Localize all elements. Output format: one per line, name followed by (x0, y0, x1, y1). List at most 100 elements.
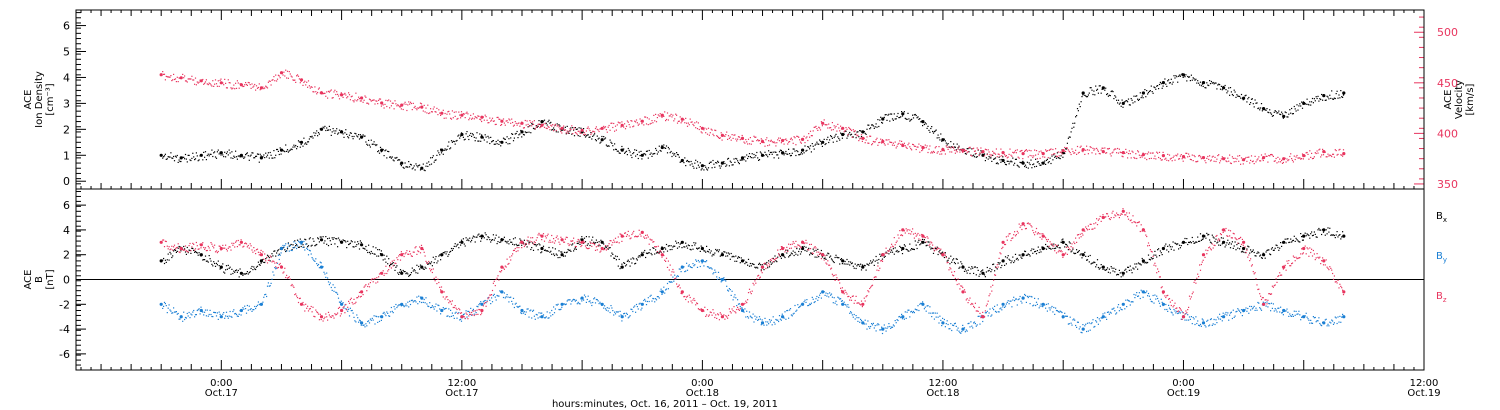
by-series-trace-dot (964, 331, 966, 333)
velocity-series-trace-dot (550, 124, 552, 126)
velocity-series-trace-dot (774, 142, 776, 144)
bx-series-trace-dot (690, 249, 692, 251)
bx-series-trace-dot (744, 263, 746, 265)
velocity-series-point (440, 111, 444, 115)
ion-density-series-trace-dot (530, 132, 532, 134)
bx-series-trace-dot (382, 259, 384, 261)
by-series-trace-dot (686, 262, 688, 264)
bx-series-trace-dot (491, 239, 493, 241)
bx-series-trace-dot (1086, 259, 1089, 261)
bx-series-trace-dot (207, 261, 209, 263)
ion-density-series-trace-dot (573, 135, 576, 137)
bx-series-trace-dot (517, 244, 519, 246)
bx-series-trace-dot (538, 243, 540, 245)
velocity-series-trace-dot (978, 155, 980, 157)
by-series-trace-dot (246, 304, 248, 307)
ion-density-series-trace-dot (422, 163, 424, 165)
bx-series-trace-dot (1290, 238, 1292, 240)
ion-density-series-trace-dot (1184, 76, 1186, 78)
ion-density-series-trace-dot (866, 128, 868, 130)
bx-series-trace-dot (480, 240, 482, 242)
ion-density-series-trace-dot (1335, 93, 1337, 95)
velocity-series-trace-dot (1229, 154, 1231, 156)
by-series-trace-dot (374, 323, 376, 325)
bx-series-trace-dot (1264, 257, 1266, 259)
ion-density-series-trace-dot (1271, 115, 1273, 117)
bx-series-trace-dot (870, 260, 872, 262)
bx-series-trace-dot (710, 250, 712, 252)
bx-series-trace-dot (685, 242, 687, 244)
bx-series-trace-dot (1014, 253, 1017, 255)
velocity-series-trace-dot (523, 127, 525, 129)
by-series-trace-dot (422, 301, 424, 303)
bx-series-trace-dot (1229, 242, 1231, 244)
velocity-series-trace-dot (599, 128, 601, 130)
by-series-trace-dot (809, 303, 811, 305)
velocity-series-trace-dot (648, 118, 650, 120)
bx-series-trace-dot (1340, 238, 1342, 240)
bottom-axis-title: ACE B [nT] (23, 269, 56, 289)
ion-density-series-trace-dot (1281, 111, 1283, 113)
bx-series-trace-dot (419, 268, 421, 270)
by-series-trace-dot (174, 311, 177, 313)
bx-series-point (620, 265, 624, 269)
by-series-trace-dot (901, 318, 904, 320)
by-series-trace-dot (367, 320, 369, 323)
ion-density-series-trace-dot (626, 154, 628, 156)
by-series-trace-dot (716, 276, 718, 278)
velocity-series-trace-dot (366, 102, 368, 104)
by-series-trace-dot (308, 249, 310, 251)
velocity-series-trace-dot (1226, 161, 1228, 163)
ion-density-series-trace-dot (818, 143, 820, 145)
by-series-trace-dot (917, 305, 919, 307)
ion-density-series-trace-dot (187, 154, 189, 156)
by-series-trace-dot (967, 323, 969, 325)
velocity-series-trace-dot (1071, 148, 1073, 150)
bx-series-trace-dot (881, 258, 884, 260)
by-series-trace-dot (653, 298, 655, 300)
by-series-trace-dot (933, 318, 935, 320)
ion-density-series-trace-dot (298, 141, 300, 143)
ion-density-series-trace-dot (1004, 163, 1007, 165)
ion-density-series-trace-dot (917, 116, 919, 118)
bx-series-trace-dot (847, 263, 849, 265)
by-series-trace-dot (493, 293, 495, 295)
velocity-series-trace-dot (1219, 160, 1222, 162)
ion-density-series-trace-dot (1228, 87, 1230, 89)
ion-density-series-point (400, 161, 404, 165)
ion-density-series-trace-dot (992, 154, 994, 156)
bx-series-trace-dot (183, 245, 185, 248)
ion-density-series-trace-dot (290, 148, 292, 150)
by-series-point (259, 302, 263, 306)
ion-density-series-trace-dot (1127, 101, 1129, 103)
bx-series-trace-dot (243, 273, 245, 275)
by-series-trace-dot (943, 318, 945, 321)
bx-series-trace-dot (656, 251, 658, 254)
bx-series-trace-dot (1258, 252, 1260, 254)
bx-series-trace-dot (869, 262, 871, 264)
bx-series-trace-dot (686, 245, 688, 247)
bx-series-trace-dot (387, 263, 389, 265)
velocity-series-trace-dot (1233, 161, 1235, 163)
velocity-series-trace-dot (734, 134, 736, 136)
bx-series-trace-dot (536, 244, 538, 246)
velocity-series-trace-dot (830, 129, 833, 131)
by-series-trace-dot (755, 318, 757, 320)
ion-density-series-trace-dot (327, 129, 330, 131)
ion-density-series-trace-dot (1179, 75, 1181, 77)
bx-series-trace-dot (1213, 237, 1215, 239)
by-series-trace-dot (187, 315, 189, 317)
velocity-series-trace-dot (1210, 159, 1212, 161)
velocity-series-trace-dot (921, 150, 923, 152)
ion-density-series-trace-dot (983, 153, 986, 155)
bx-series-trace-dot (704, 250, 706, 252)
ion-density-series-trace-dot (313, 132, 315, 134)
ion-density-series-trace-dot (1339, 97, 1341, 99)
velocity-series-trace-dot (747, 143, 749, 145)
velocity-series-trace-dot (313, 91, 315, 93)
velocity-series-trace-dot (481, 120, 483, 123)
velocity-series-trace-dot (168, 76, 170, 78)
by-series-trace-dot (262, 301, 264, 303)
by-series-trace-dot (436, 310, 438, 312)
